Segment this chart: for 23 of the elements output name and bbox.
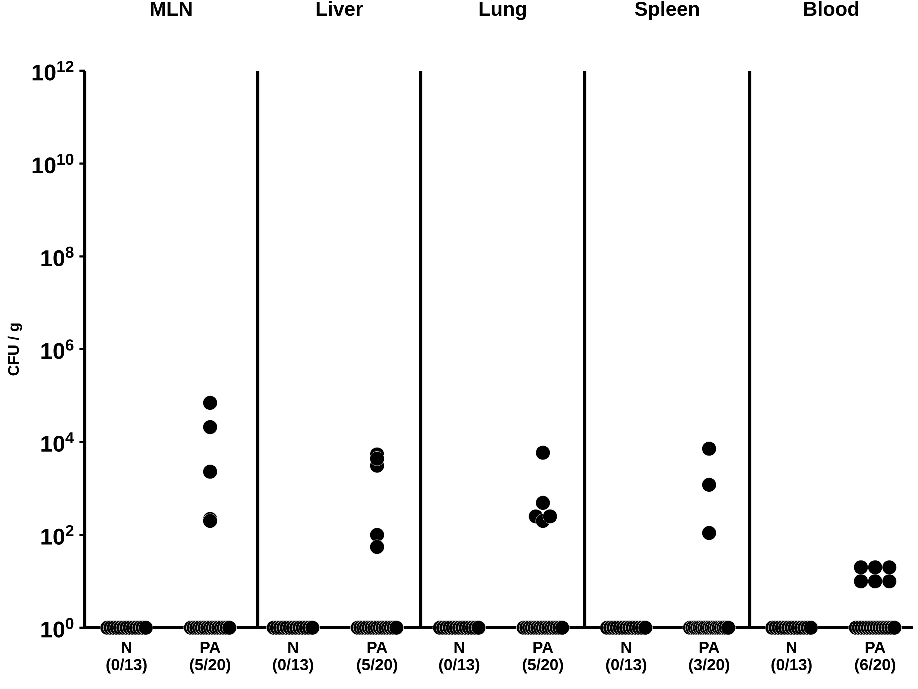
y-tick-label: 10$^{8}$ [42,246,74,266]
x-tick-label: PA (5/20) [523,642,564,674]
chart-title: Spleen [635,2,700,20]
y-tick-label: 10$^{0}$ [42,618,74,638]
y-tick-label: 10$^{12}$ [32,61,74,81]
chart-title: Blood [804,2,859,16]
y-tick-label: 10$^{10}$ [32,154,74,174]
x-tick-label: N (0/13) [772,642,812,674]
y-tick-label: 10$^{2}$ [42,525,74,545]
x-tick-label: N (0/13) [106,642,147,674]
x-tick-label: N (0/13) [439,642,480,674]
y-tick-label: 10$^{4}$ [42,432,74,452]
chart-title: Lung [480,2,526,20]
x-tick-label: PA (5/20) [357,642,398,674]
x-tick-label: N (0/13) [273,642,314,674]
x-tick-label: PA (5/20) [190,642,230,674]
chart-title: MLN [151,2,192,16]
chart-title: Liver [316,2,364,16]
x-tick-label: N (0/13) [606,642,647,674]
x-tick-label: PA (6/20) [855,642,896,674]
y-tick-label: 10$^{6}$ [42,340,74,360]
y-axis-title: CFU / g [8,324,22,376]
x-tick-label: PA (3/20) [689,642,730,674]
